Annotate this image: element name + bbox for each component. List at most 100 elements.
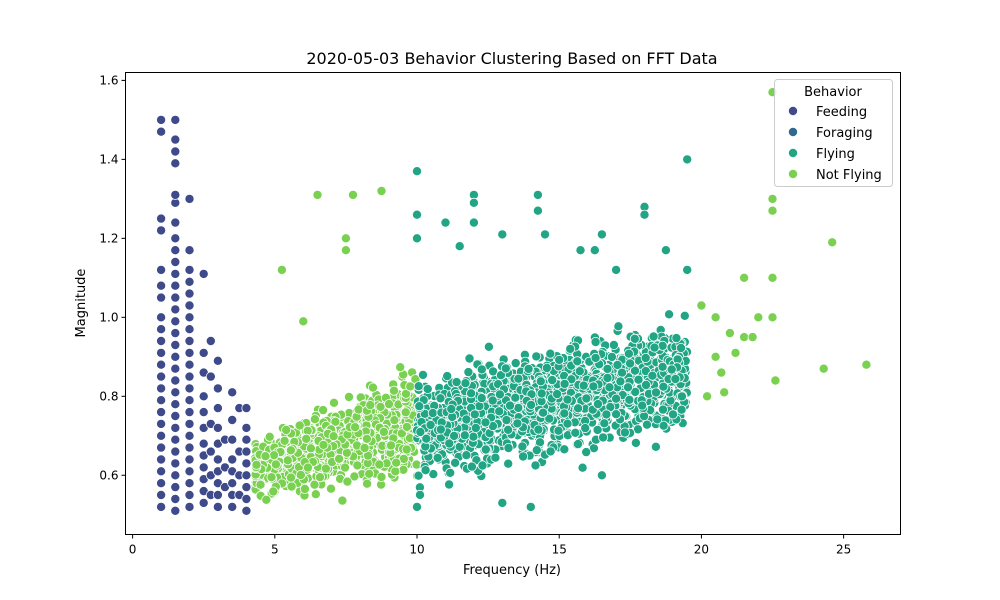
- scatter-point-flying: [525, 501, 536, 512]
- scatter-point: [459, 430, 470, 441]
- scatter-point: [476, 364, 487, 375]
- scatter-point: [261, 494, 272, 505]
- scatter-point-feeding: [170, 292, 181, 303]
- scatter-point-feeding: [212, 422, 223, 433]
- scatter-point: [285, 445, 296, 456]
- scatter-point: [314, 472, 325, 483]
- scatter-point-feeding: [156, 430, 167, 441]
- scatter-point-feeding: [227, 414, 238, 425]
- scatter-point: [601, 409, 612, 420]
- scatter-point-feeding: [170, 434, 181, 445]
- scatter-point: [334, 453, 345, 464]
- scatter-point-feeding: [227, 454, 238, 465]
- scatter-point: [480, 444, 491, 455]
- scatter-point-feeding: [241, 493, 252, 504]
- scatter-point-feeding: [198, 407, 209, 418]
- scatter-point: [503, 442, 514, 453]
- scatter-point-flying: [596, 229, 607, 240]
- scatter-point: [325, 483, 336, 494]
- scatter-point: [670, 373, 681, 384]
- scatter-point: [530, 460, 541, 471]
- scatter-point-not-flying: [312, 189, 323, 200]
- scatter-point-not-flying: [753, 312, 764, 323]
- scatter-point: [309, 479, 320, 490]
- scatter-point: [362, 478, 373, 489]
- scatter-point: [676, 342, 687, 353]
- scatter-point: [504, 400, 515, 411]
- scatter-point-feeding: [227, 478, 238, 489]
- scatter-point: [435, 424, 446, 435]
- scatter-point-not-flying: [861, 359, 872, 370]
- scatter-point-feeding: [156, 280, 167, 291]
- scatter-point-feeding: [184, 300, 195, 311]
- scatter-point: [468, 431, 479, 442]
- chart-title: 2020-05-03 Behavior Clustering Based on …: [306, 49, 717, 68]
- scatter-point: [367, 382, 378, 393]
- scatter-point: [268, 486, 279, 497]
- scatter-point-feeding: [198, 347, 209, 358]
- scatter-point: [602, 363, 613, 374]
- y-axis-label: Magnitude: [74, 269, 89, 338]
- scatter-point-not-flying: [376, 185, 387, 196]
- scatter-point-feeding: [156, 114, 167, 125]
- y-tick-label: 1.2: [99, 231, 118, 245]
- scatter-point: [608, 339, 619, 350]
- scatter-point-feeding: [156, 213, 167, 224]
- scatter-point: [414, 401, 425, 412]
- scatter-point: [309, 414, 320, 425]
- scatter-point: [427, 408, 438, 419]
- scatter-point-feeding: [241, 403, 252, 414]
- scatter-point: [339, 462, 350, 473]
- scatter-point: [445, 467, 456, 478]
- scatter-point: [623, 348, 634, 359]
- scatter-point: [517, 441, 528, 452]
- scatter-point-feeding: [170, 316, 181, 327]
- scatter-point: [405, 381, 416, 392]
- scatter-point-feeding: [170, 470, 181, 481]
- scatter-point-flying: [682, 264, 693, 275]
- scatter-point: [421, 433, 432, 444]
- scatter-point-feeding: [198, 497, 209, 508]
- scatter-point-feeding: [212, 403, 223, 414]
- scatter-point: [652, 414, 663, 425]
- scatter-point: [460, 378, 471, 389]
- scatter-point: [554, 354, 565, 365]
- scatter-point: [361, 433, 372, 444]
- scatter-point: [573, 439, 584, 450]
- scatter-point-feeding: [170, 387, 181, 398]
- scatter-point-feeding: [156, 225, 167, 236]
- scatter-point-feeding: [184, 371, 195, 382]
- scatter-point: [390, 466, 401, 477]
- scatter-point: [401, 444, 412, 455]
- scatter-point: [513, 373, 524, 384]
- scatter-point: [640, 352, 651, 363]
- scatter-point-feeding: [184, 501, 195, 512]
- scatter-point: [398, 464, 409, 475]
- scatter-point: [581, 447, 592, 458]
- scatter-point: [444, 479, 455, 490]
- scatter-point: [391, 457, 402, 468]
- scatter-point-feeding: [198, 462, 209, 473]
- scatter-point: [545, 348, 556, 359]
- scatter-point: [658, 381, 669, 392]
- scatter-point-not-flying: [739, 272, 750, 283]
- scatter-point: [414, 489, 425, 500]
- legend: Behavior Feeding Foraging Flying Not Flying: [774, 79, 893, 187]
- scatter-point: [648, 331, 659, 342]
- scatter-point: [266, 472, 277, 483]
- scatter-point-not-flying: [340, 245, 351, 256]
- scatter-point-feeding: [227, 434, 238, 445]
- scatter-point: [388, 385, 399, 396]
- scatter-point-feeding: [156, 126, 167, 137]
- scatter-point: [541, 362, 552, 373]
- scatter-point: [623, 382, 634, 393]
- scatter-point: [501, 415, 512, 426]
- scatter-point: [442, 371, 453, 382]
- scatter-point: [483, 341, 494, 352]
- legend-marker: [788, 127, 799, 138]
- scatter-point: [573, 403, 584, 414]
- scatter-point-feeding: [227, 387, 238, 398]
- scatter-point-not-flying: [730, 347, 741, 358]
- scatter-point-feeding: [170, 233, 181, 244]
